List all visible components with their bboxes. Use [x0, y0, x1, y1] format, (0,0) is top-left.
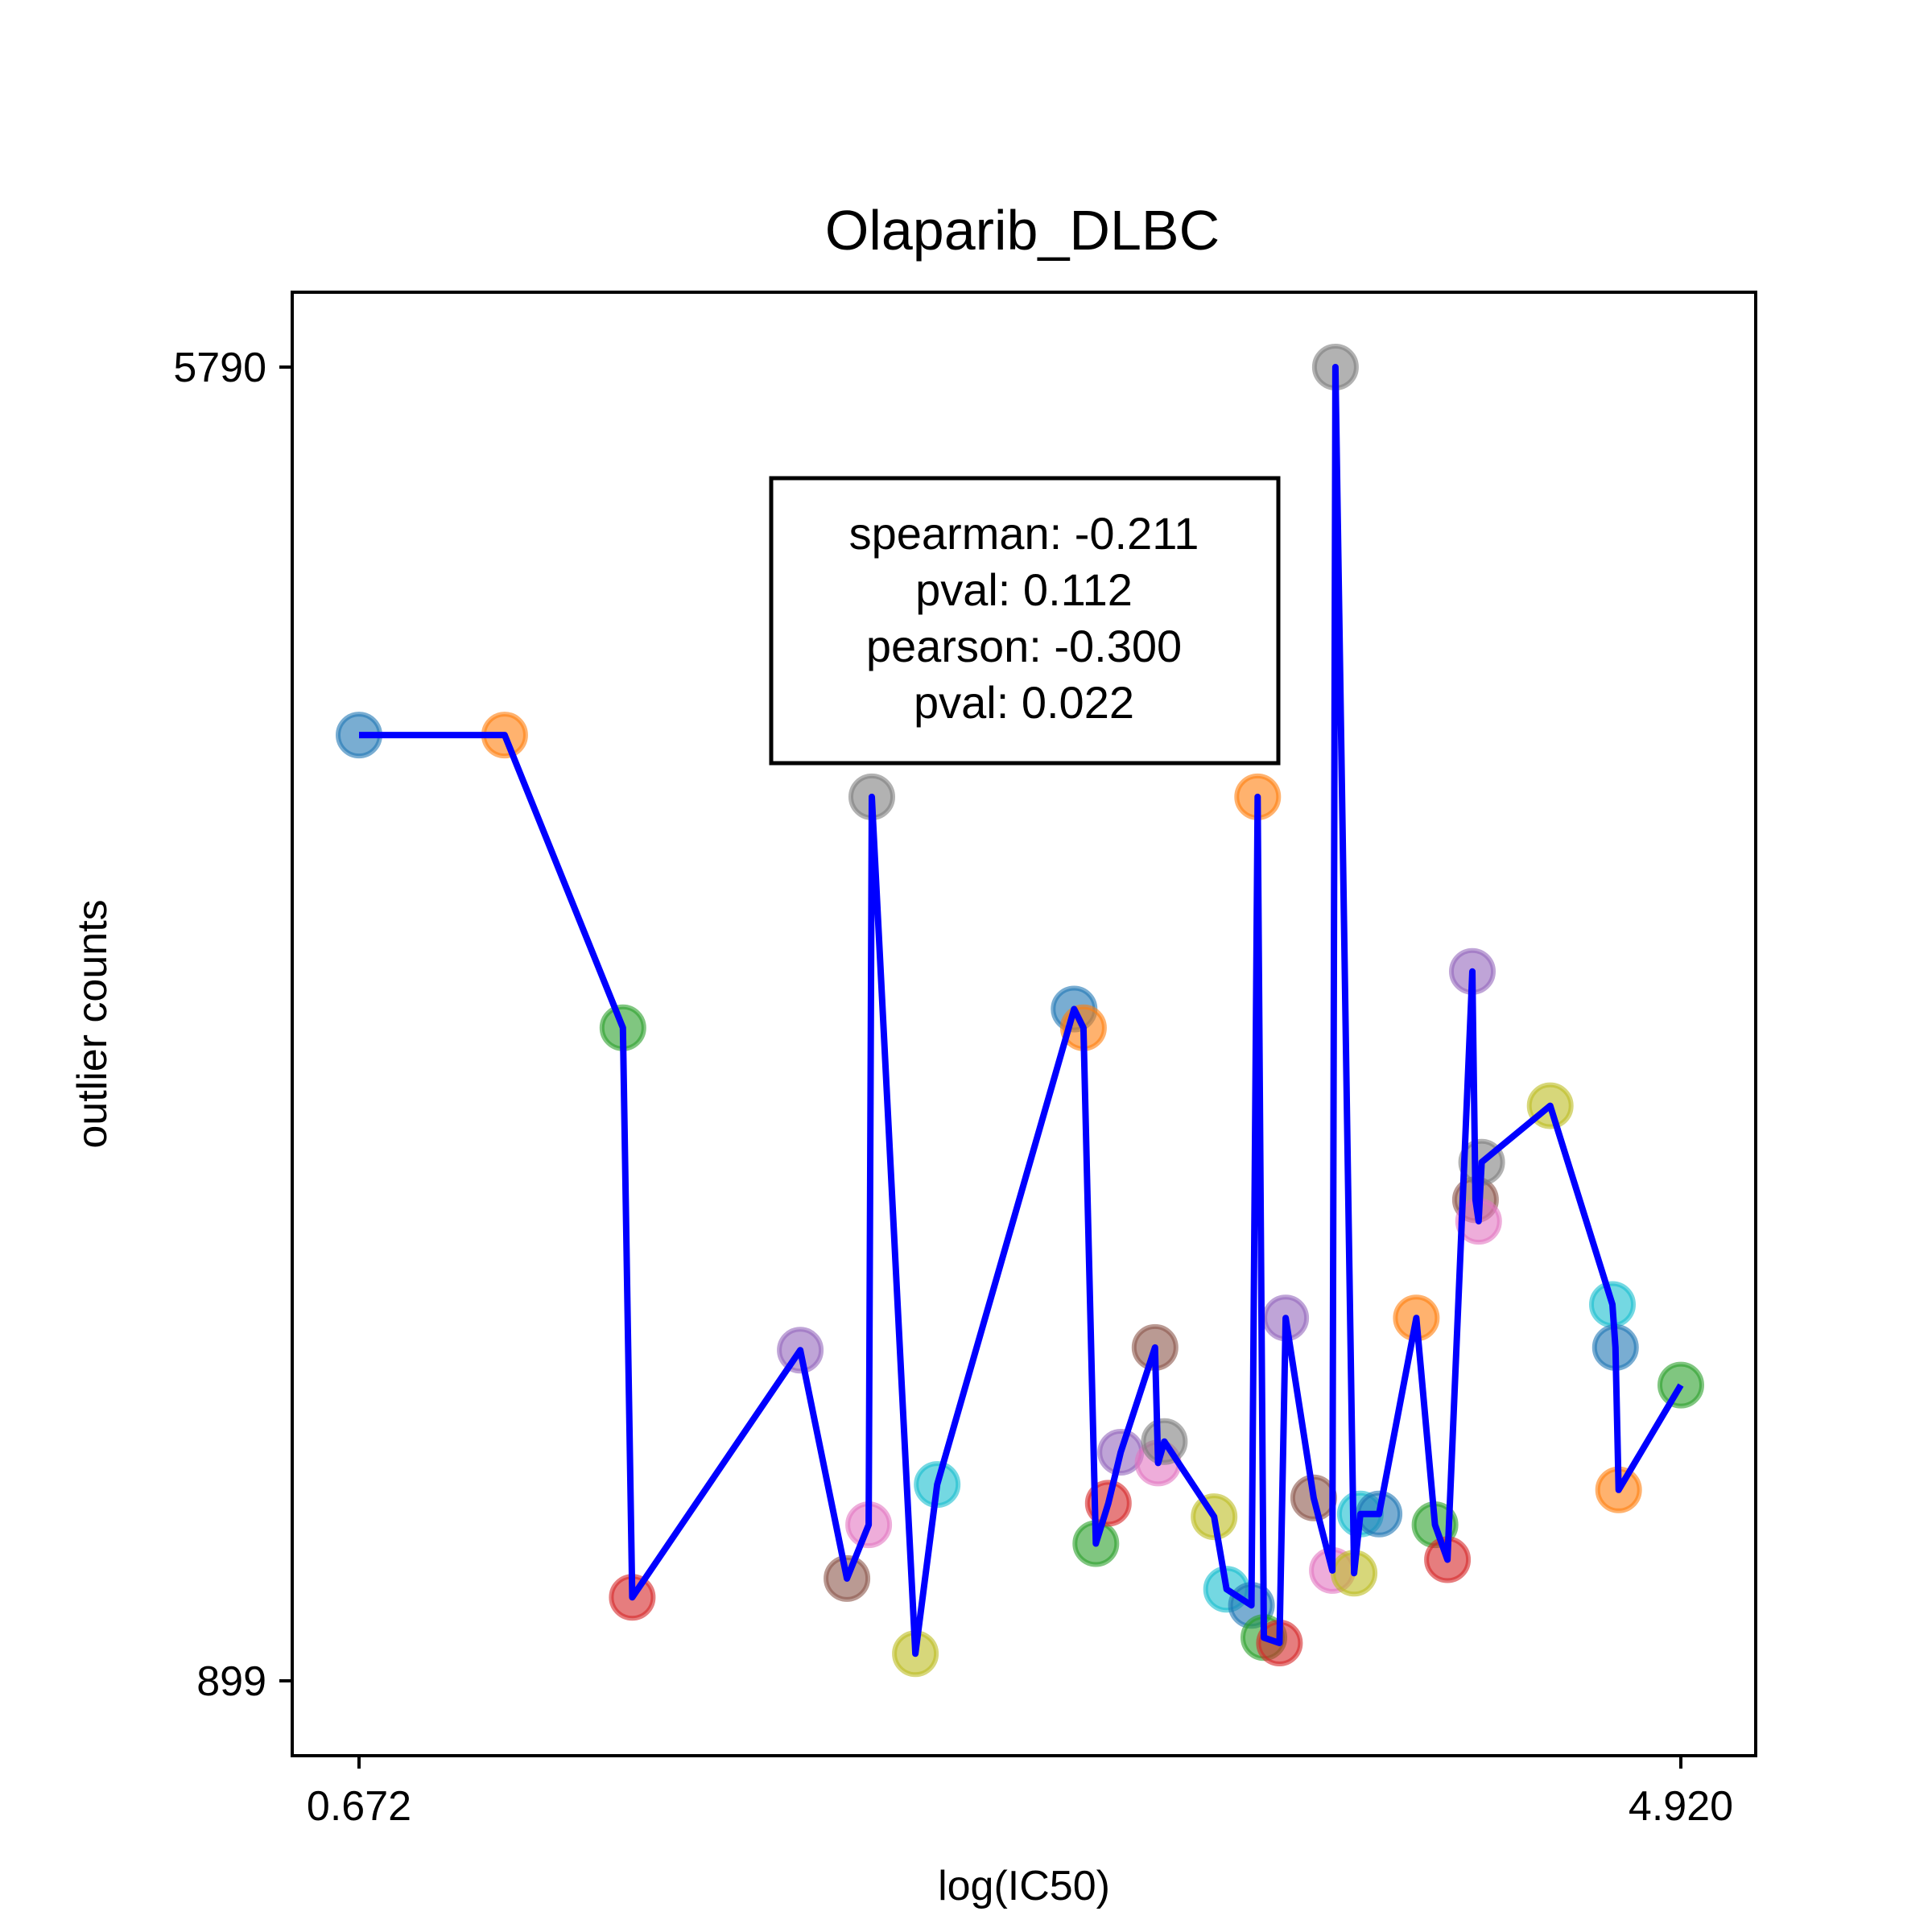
stats-box-frame [769, 476, 1281, 766]
plot-frame [291, 291, 1757, 1757]
y-tick-label: 899 [196, 1658, 266, 1705]
ticks-layer: 0.672 4.920 5790 899 [173, 345, 1733, 1830]
x-axis-title: log(IC50) [938, 1863, 1110, 1909]
stats-pearson-pval: pval: 0.022 [914, 677, 1134, 728]
stats-spearman: spearman: -0.211 [849, 508, 1199, 559]
y-axis-title: outlier counts [69, 899, 116, 1148]
y-tick-label: 5790 [173, 345, 266, 391]
stats-spearman-pval: pval: 0.112 [915, 564, 1133, 615]
stats-pearson: pearson: -0.300 [866, 621, 1182, 671]
x-tick-label: 0.672 [307, 1783, 411, 1830]
trend-line [359, 364, 1684, 1657]
x-tick-label: 4.920 [1629, 1783, 1733, 1830]
chart-title: Olaparib_DLBC [825, 199, 1220, 262]
marks-layer [336, 344, 1704, 1678]
stats-box: spearman: -0.211 pval: 0.112 pearson: -0… [769, 476, 1281, 766]
